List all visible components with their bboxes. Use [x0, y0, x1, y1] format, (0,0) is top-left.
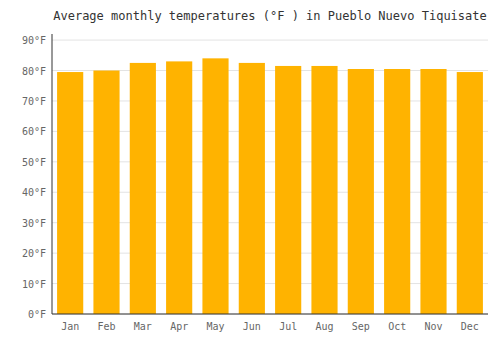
- x-tick-label: Oct: [388, 321, 406, 332]
- bars: [57, 58, 483, 314]
- x-tick-label: Jan: [61, 321, 79, 332]
- bar: [130, 63, 156, 314]
- title: Average monthly temperatures (°F ) in Pu…: [53, 9, 486, 23]
- bar: [420, 69, 446, 314]
- bar: [202, 58, 228, 314]
- y-tick-label: 60°F: [22, 126, 46, 137]
- chart-container: Average monthly temperatures (°F ) in Pu…: [0, 0, 500, 350]
- y-tick-label: 80°F: [22, 66, 46, 77]
- y-axis-line: [52, 34, 53, 314]
- x-tick-label: Feb: [97, 321, 115, 332]
- bar: [239, 63, 265, 314]
- x-tick-label: Mar: [134, 321, 152, 332]
- x-tick-label: Sep: [352, 321, 370, 332]
- y-axis: 0°F 10°F 20°F 30°F 40°F 50°F 60°F 70°F 80°F 90°F: [22, 35, 46, 320]
- y-tick-label: 50°F: [22, 157, 46, 168]
- x-tick-label: Apr: [170, 321, 188, 332]
- y-tick-label: 90°F: [22, 35, 46, 46]
- bar: [57, 72, 83, 314]
- y-tick-label: 10°F: [22, 279, 46, 290]
- x-tick-label: Jun: [243, 321, 261, 332]
- x-axis: Jan Feb Mar Apr May Jun Jul Aug Sep Oct Nov Dec: [61, 321, 479, 332]
- y-tick-label: 20°F: [22, 248, 46, 259]
- y-tick-label: 70°F: [22, 96, 46, 107]
- bar: [93, 71, 119, 314]
- x-tick-label: May: [206, 321, 224, 332]
- y-tick-label: 30°F: [22, 218, 46, 229]
- x-tick-label: Dec: [461, 321, 479, 332]
- x-tick-label: Nov: [424, 321, 442, 332]
- grid-line: [52, 314, 488, 315]
- bar: [275, 66, 301, 314]
- y-tick-label: 0°F: [28, 309, 46, 320]
- x-tick-label: Jul: [279, 321, 297, 332]
- x-tick-label: Aug: [315, 321, 333, 332]
- grid-line: [52, 40, 488, 41]
- x-axis-line: [52, 314, 488, 315]
- bar: [384, 69, 410, 314]
- y-tick-label: 40°F: [22, 187, 46, 198]
- bar: [348, 69, 374, 314]
- bar: [166, 61, 192, 314]
- grid: [52, 40, 488, 314]
- bar: [457, 72, 483, 314]
- bar: [311, 66, 337, 314]
- chart: Average monthly temperatures (°F ) in Pu…: [0, 0, 500, 350]
